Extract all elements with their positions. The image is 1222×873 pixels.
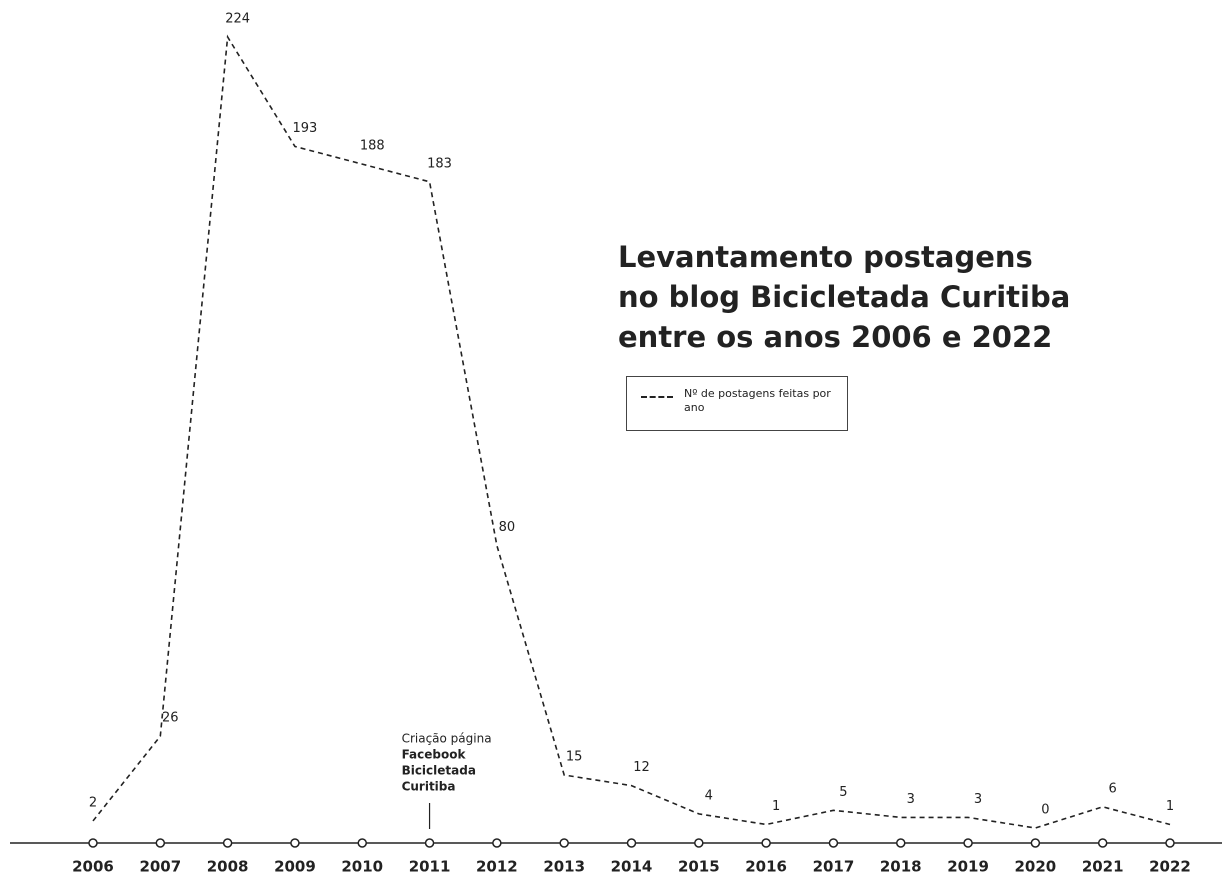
x-tick bbox=[828, 838, 839, 848]
data-label: 1 bbox=[1166, 799, 1174, 814]
x-tick-label: 2016 bbox=[745, 858, 787, 873]
x-tick bbox=[357, 838, 367, 848]
x-tick bbox=[1030, 838, 1041, 848]
x-tick-label: 2019 bbox=[947, 858, 989, 873]
data-line bbox=[92, 34, 1171, 829]
chart-title: entre os anos 2006 e 2022 bbox=[618, 320, 1052, 354]
x-tick-label: 2007 bbox=[139, 858, 181, 873]
x-tick-label: 2013 bbox=[543, 858, 585, 873]
x-tick bbox=[626, 838, 637, 848]
chart-title: Levantamento postagens bbox=[618, 240, 1033, 274]
annotation-text: Facebook bbox=[402, 748, 467, 762]
annotation-text: Bicicletada bbox=[402, 764, 476, 778]
x-tick-label: 2017 bbox=[813, 858, 855, 873]
x-tick bbox=[896, 838, 906, 848]
data-label: 193 bbox=[293, 121, 318, 136]
x-tick bbox=[559, 838, 569, 848]
data-label: 6 bbox=[1109, 781, 1117, 796]
legend-key bbox=[641, 396, 673, 398]
x-tick-label: 2006 bbox=[72, 858, 114, 873]
data-label: 15 bbox=[566, 750, 583, 765]
x-tick bbox=[1165, 838, 1175, 848]
x-tick bbox=[492, 838, 502, 848]
annotation-text: Criação página bbox=[402, 732, 492, 746]
x-tick-label: 2008 bbox=[207, 858, 249, 873]
data-label: 3 bbox=[974, 792, 982, 807]
data-label: 12 bbox=[633, 760, 650, 775]
x-tick-label: 2015 bbox=[678, 858, 720, 873]
x-tick-label: 2022 bbox=[1149, 858, 1191, 873]
data-label: 2 bbox=[89, 795, 97, 810]
x-tick-label: 2012 bbox=[476, 858, 518, 873]
data-label: 3 bbox=[907, 792, 915, 807]
data-label: 1 bbox=[772, 799, 780, 814]
legend: Nº de postagens feitas por ano bbox=[626, 376, 848, 431]
x-tick-label: 2011 bbox=[409, 858, 451, 873]
x-tick-label: 2018 bbox=[880, 858, 922, 873]
data-label: 183 bbox=[427, 156, 452, 171]
x-tick bbox=[290, 838, 300, 848]
x-tick-label: 2020 bbox=[1015, 858, 1057, 873]
x-tick-label: 2021 bbox=[1082, 858, 1124, 873]
data-label: 5 bbox=[839, 785, 847, 800]
x-tick bbox=[694, 838, 704, 848]
x-tick-label: 2014 bbox=[611, 858, 653, 873]
x-tick bbox=[155, 838, 166, 848]
x-tick bbox=[761, 838, 771, 848]
chart-title: no blog Bicicletada Curitiba bbox=[618, 280, 1070, 314]
x-tick bbox=[88, 838, 98, 848]
data-label: 26 bbox=[162, 711, 179, 726]
data-label: 224 bbox=[225, 12, 250, 27]
annotation-text: Curitiba bbox=[402, 780, 456, 794]
x-tick-label: 2009 bbox=[274, 858, 316, 873]
data-label: 4 bbox=[705, 788, 713, 803]
x-tick bbox=[1097, 838, 1108, 848]
x-tick-label: 2010 bbox=[341, 858, 383, 873]
legend-label: Nº de postagens feitas por ano bbox=[684, 387, 831, 414]
data-label: 0 bbox=[1041, 803, 1049, 818]
x-tick bbox=[424, 838, 435, 848]
x-tick bbox=[222, 838, 233, 848]
data-label: 188 bbox=[360, 139, 385, 154]
data-label: 80 bbox=[499, 520, 516, 535]
x-tick bbox=[963, 838, 973, 848]
